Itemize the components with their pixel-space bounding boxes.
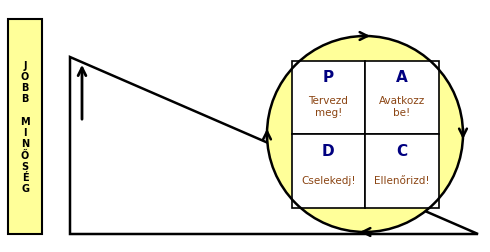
Text: J
O
B
B
 
M
I
N
Ő
S
É
G: J O B B M I N Ő S É G xyxy=(20,61,30,193)
Bar xyxy=(365,61,439,135)
Bar xyxy=(8,20,42,234)
Text: Avatkozz
be!: Avatkozz be! xyxy=(379,96,425,118)
Circle shape xyxy=(267,37,463,232)
Text: A: A xyxy=(396,70,408,85)
Text: Ellenőrizd!: Ellenőrizd! xyxy=(374,175,430,185)
Text: Cselekedj!: Cselekedj! xyxy=(301,175,356,185)
Text: P: P xyxy=(323,70,334,85)
Text: D: D xyxy=(322,143,335,158)
Text: C: C xyxy=(396,143,407,158)
Bar xyxy=(292,61,365,135)
Bar xyxy=(292,135,365,208)
Text: Tervezd
meg!: Tervezd meg! xyxy=(308,96,348,118)
Bar xyxy=(365,135,439,208)
